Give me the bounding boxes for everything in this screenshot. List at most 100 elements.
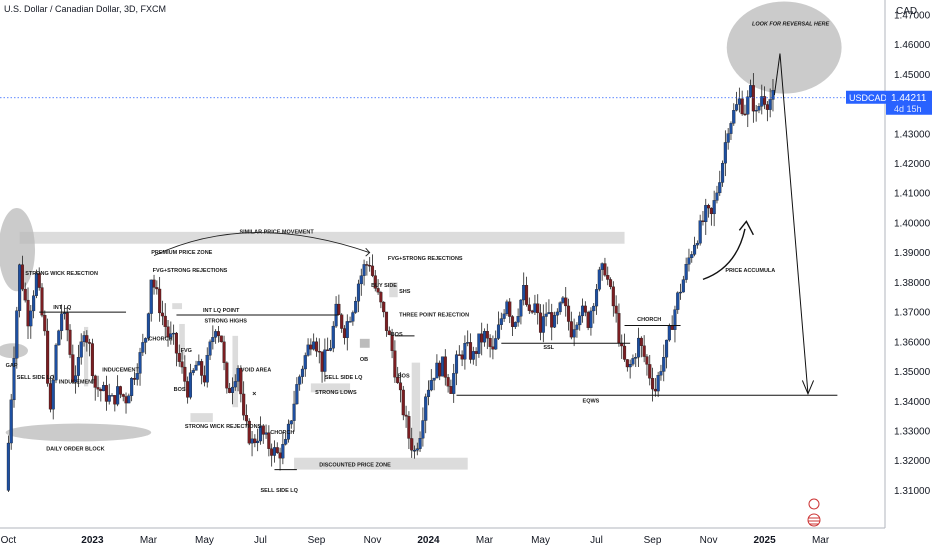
symbol-badge bbox=[846, 90, 886, 104]
candle-body bbox=[516, 316, 520, 323]
flag-stripes bbox=[808, 517, 820, 525]
candle-body bbox=[721, 163, 725, 183]
candle-body bbox=[373, 275, 377, 289]
candle bbox=[421, 407, 425, 447]
candle bbox=[275, 442, 279, 454]
candle bbox=[527, 297, 531, 315]
y-tick-label: 1.33000 bbox=[894, 426, 931, 437]
candle bbox=[102, 381, 106, 392]
candle-body bbox=[679, 291, 683, 294]
annotation-label: STRONG WICK REJECTION bbox=[25, 271, 98, 277]
candle-body bbox=[622, 345, 627, 360]
candle bbox=[163, 303, 167, 339]
candle bbox=[298, 374, 302, 391]
candle bbox=[166, 320, 170, 347]
candle-body bbox=[342, 328, 347, 338]
candle bbox=[6, 435, 10, 492]
candle-body bbox=[90, 343, 94, 377]
candle-body bbox=[51, 379, 55, 410]
candle bbox=[121, 393, 125, 402]
candle bbox=[124, 392, 128, 414]
candle-body bbox=[124, 396, 128, 404]
candle-body bbox=[354, 301, 358, 313]
candle-body bbox=[314, 341, 319, 352]
candle bbox=[665, 339, 669, 369]
candle bbox=[642, 335, 646, 363]
candle-body bbox=[379, 292, 383, 303]
candle-body bbox=[250, 438, 254, 444]
candle bbox=[214, 329, 218, 344]
candle-body bbox=[631, 358, 635, 365]
annotation-label: FVG bbox=[181, 348, 192, 354]
candle-body bbox=[578, 315, 582, 326]
candle bbox=[233, 374, 237, 391]
candle-body bbox=[474, 351, 478, 354]
candle bbox=[93, 374, 97, 401]
candle bbox=[85, 330, 89, 352]
candle-body bbox=[208, 341, 212, 356]
candle-body bbox=[261, 425, 265, 435]
candle-body bbox=[155, 287, 159, 290]
candle bbox=[709, 207, 713, 226]
candle bbox=[575, 322, 579, 338]
candle bbox=[558, 301, 562, 315]
candle bbox=[359, 268, 363, 296]
candle-body bbox=[242, 393, 246, 416]
candle-body bbox=[256, 440, 260, 444]
candle bbox=[690, 251, 694, 263]
candle-body bbox=[289, 420, 293, 425]
annotation-label: CHORCH bbox=[270, 430, 294, 436]
x-marker: ✕ bbox=[252, 390, 257, 397]
candle-body bbox=[410, 438, 414, 451]
x-tick-label: 2025 bbox=[753, 535, 776, 546]
similar-arc-head bbox=[365, 247, 371, 257]
candle bbox=[656, 371, 660, 398]
candle bbox=[732, 103, 736, 126]
candle-body bbox=[211, 337, 215, 343]
candle-body bbox=[107, 395, 111, 402]
candle bbox=[536, 294, 540, 325]
candle bbox=[625, 359, 629, 372]
candle-body bbox=[152, 279, 156, 288]
annotation-label: SSL bbox=[543, 345, 554, 351]
candle bbox=[230, 377, 235, 405]
candle-body bbox=[513, 322, 517, 327]
candle-body bbox=[177, 353, 181, 362]
candle-body bbox=[505, 301, 509, 315]
candle bbox=[684, 257, 688, 283]
candle bbox=[79, 333, 83, 365]
candle bbox=[667, 323, 671, 342]
x-tick-label: 2023 bbox=[81, 535, 104, 546]
annotation-label: DAILY ORDER BLOCK bbox=[46, 446, 104, 452]
candle bbox=[496, 311, 501, 341]
candle-body bbox=[740, 98, 744, 115]
candle bbox=[763, 86, 767, 110]
candle-body bbox=[68, 329, 72, 355]
candle-body bbox=[9, 399, 13, 444]
candle bbox=[538, 304, 543, 341]
candle bbox=[440, 356, 445, 377]
candle bbox=[729, 121, 733, 140]
candle bbox=[342, 325, 347, 345]
candle bbox=[524, 276, 529, 307]
candle bbox=[37, 267, 41, 291]
annotation-label: GAP bbox=[6, 363, 18, 369]
candle-body bbox=[662, 357, 666, 372]
candle bbox=[452, 363, 456, 403]
candle-body bbox=[317, 350, 321, 353]
candle-body bbox=[6, 442, 10, 491]
annotation-label: INDUCEMENT bbox=[102, 368, 139, 374]
daily-ob-ellipse bbox=[5, 423, 152, 442]
candle bbox=[191, 368, 195, 376]
candle bbox=[247, 418, 251, 446]
candle-body bbox=[547, 312, 551, 315]
candle-body bbox=[435, 362, 439, 379]
candle bbox=[679, 283, 683, 300]
candle bbox=[446, 374, 450, 393]
candle bbox=[578, 311, 582, 331]
candle bbox=[15, 306, 19, 369]
x-tick-label: Jul bbox=[590, 535, 603, 546]
candle bbox=[639, 336, 643, 358]
candle-body bbox=[443, 356, 447, 378]
